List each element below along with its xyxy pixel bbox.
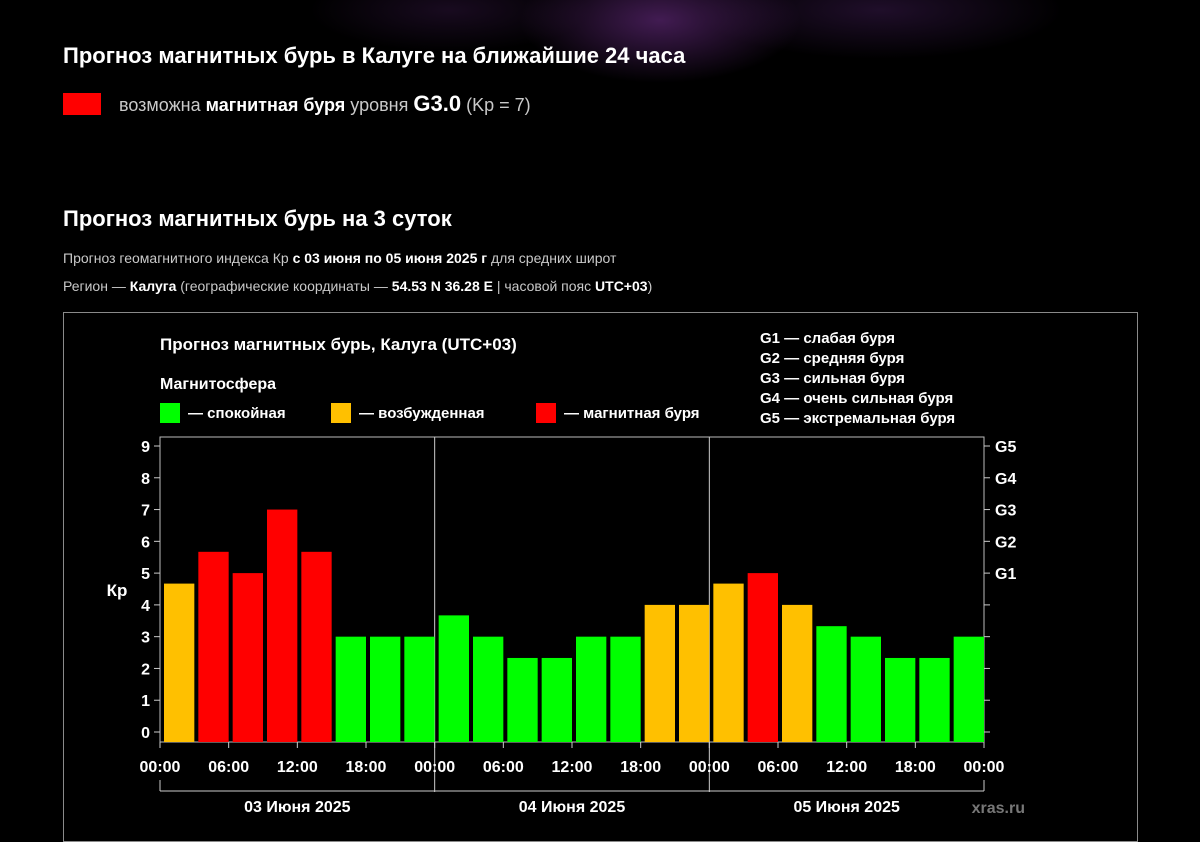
- storm-forecast-line: возможна магнитная буря уровня G3.0 (Kp …: [63, 90, 531, 118]
- kp-bar: [713, 583, 744, 742]
- kp-bar: [267, 509, 298, 742]
- kp-bar: [404, 636, 435, 742]
- kp-bar: [644, 604, 675, 742]
- y-tick-label: 6: [141, 534, 150, 551]
- kp-bar: [610, 636, 641, 742]
- kp-bar: [679, 604, 710, 742]
- kp-bar: [370, 636, 401, 742]
- kp-bar: [541, 657, 572, 742]
- y-tick-label: 4: [141, 598, 150, 615]
- y-tick-label: 3: [141, 630, 150, 647]
- desc-post: для средних широт: [487, 250, 617, 266]
- region-post: ): [647, 278, 653, 294]
- kp-bar: [816, 626, 847, 742]
- y-tick-label: 8: [141, 471, 150, 488]
- g-legend-item: G1 — слабая буря: [760, 330, 895, 347]
- g-level-label: G3: [995, 503, 1016, 520]
- kp-bar: [782, 604, 813, 742]
- g-legend-item: G4 — очень сильная буря: [760, 390, 953, 407]
- x-tick-label: 00:00: [689, 759, 730, 776]
- g-level-label: G1: [995, 566, 1016, 583]
- storm-level: G3.0: [413, 91, 462, 116]
- kp-bar: [301, 551, 332, 742]
- kp-bar: [850, 636, 881, 742]
- storm-kp: (Kp = 7): [466, 95, 531, 115]
- g-legend-item: G2 — средняя буря: [760, 350, 904, 367]
- region-name: Калуга: [129, 278, 177, 294]
- region-tz-pre: | часовой пояс: [492, 278, 596, 294]
- x-tick-label: 06:00: [758, 759, 799, 776]
- g-legend-item: G3 — сильная буря: [760, 370, 905, 387]
- y-tick-label: 2: [141, 661, 150, 678]
- legend-title: Магнитосфера: [160, 376, 276, 393]
- legend-label: — магнитная буря: [564, 405, 700, 422]
- region-tz: UTC+03: [595, 278, 648, 294]
- y-tick-label: 0: [141, 725, 150, 742]
- kp-bar: [164, 583, 195, 742]
- x-tick-label: 00:00: [414, 759, 455, 776]
- day-label: 03 Июня 2025: [244, 799, 351, 816]
- g-level-label: G4: [995, 471, 1016, 488]
- x-tick-label: 12:00: [552, 759, 593, 776]
- kp-bar: [232, 573, 263, 742]
- x-tick-label: 06:00: [483, 759, 524, 776]
- y-tick-label: 5: [141, 566, 150, 583]
- g-legend-item: G5 — экстремальная буря: [760, 410, 955, 427]
- x-tick-label: 00:00: [964, 759, 1005, 776]
- section-title: Прогноз магнитных бурь на 3 суток: [63, 206, 452, 231]
- x-tick-label: 06:00: [208, 759, 249, 776]
- storm-color-swatch: [63, 93, 101, 115]
- y-tick-label: 7: [141, 503, 150, 520]
- kp-bar: [953, 636, 984, 742]
- storm-prefix: возможна: [119, 95, 201, 115]
- x-tick-label: 18:00: [895, 759, 936, 776]
- region-mid: (географические координаты —: [176, 278, 392, 294]
- kp-bar: [198, 551, 229, 742]
- region-pre: Регион —: [63, 278, 130, 294]
- storm-mid: уровня: [350, 95, 409, 115]
- y-tick-label: 9: [141, 439, 150, 456]
- legend-swatch: [160, 403, 180, 423]
- legend-swatch: [536, 403, 556, 423]
- day-label: 04 Июня 2025: [519, 799, 626, 816]
- region-description: Регион — Калуга (географические координа…: [63, 278, 652, 294]
- x-tick-label: 00:00: [140, 759, 181, 776]
- kp-bar: [885, 657, 916, 742]
- y-axis-label: Кр: [107, 581, 128, 600]
- kp-bar: [507, 657, 538, 742]
- x-tick-label: 18:00: [620, 759, 661, 776]
- legend-swatch: [331, 403, 351, 423]
- g-level-label: G5: [995, 439, 1016, 456]
- region-coords: 54.53 N 36.28 E: [391, 278, 493, 294]
- forecast-description: Прогноз геомагнитного индекса Кр с 03 ию…: [63, 250, 616, 266]
- kp-bar: [747, 573, 778, 742]
- legend-label: — спокойная: [188, 405, 286, 422]
- chart-title: Прогноз магнитных бурь, Калуга (UTC+03): [160, 335, 517, 354]
- page-title: Прогноз магнитных бурь в Калуге на ближа…: [63, 43, 686, 68]
- x-tick-label: 12:00: [826, 759, 867, 776]
- desc-dates: с 03 июня по 05 июня 2025 г: [292, 250, 488, 266]
- day-label: 05 Июня 2025: [793, 799, 900, 816]
- storm-bold: магнитная буря: [205, 95, 346, 115]
- kp-bar: [473, 636, 504, 742]
- desc-pre: Прогноз геомагнитного индекса Кр: [63, 250, 293, 266]
- x-tick-label: 18:00: [346, 759, 387, 776]
- kp-bar: [576, 636, 607, 742]
- legend-label: — возбужденная: [359, 405, 485, 422]
- g-level-label: G2: [995, 534, 1016, 551]
- watermark: xras.ru: [972, 800, 1025, 817]
- x-tick-label: 12:00: [277, 759, 318, 776]
- kp-bar: [919, 657, 950, 742]
- kp-bar: [438, 615, 469, 742]
- storm-forecast-text: возможна магнитная буря уровня G3.0 (Kp …: [119, 91, 531, 117]
- y-tick-label: 1: [141, 693, 150, 710]
- kp-bar: [335, 636, 366, 742]
